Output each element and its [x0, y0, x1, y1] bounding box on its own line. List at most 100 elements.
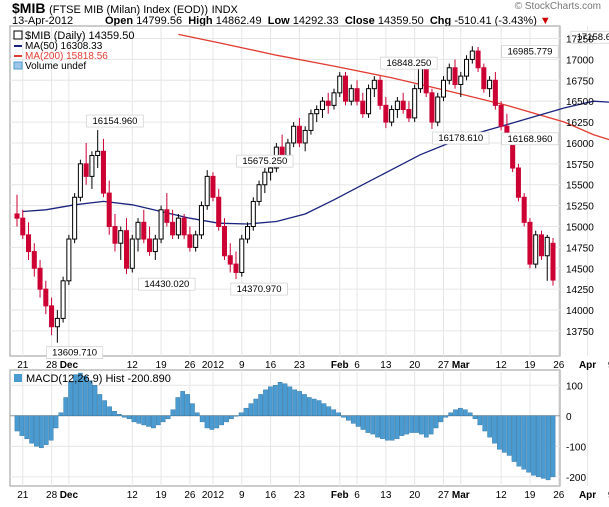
candle-down	[342, 75, 349, 102]
macd-hist-bar	[521, 415, 527, 470]
candle-up	[435, 96, 441, 123]
price-annotation: 16178.610	[438, 133, 483, 144]
candle-down	[123, 230, 130, 269]
candle-down	[492, 79, 498, 106]
candle-up	[331, 92, 337, 106]
macd-hist-bar	[78, 372, 83, 416]
annotation-box	[86, 114, 144, 128]
annotation-box	[236, 154, 294, 168]
macd-x-tick-label: 26	[553, 490, 565, 501]
candle-up	[245, 226, 251, 240]
exchange: INDX	[211, 4, 238, 16]
macd-x-tick-label: 23	[294, 490, 306, 501]
candle-up	[533, 234, 539, 265]
macd-hist-bar	[355, 415, 361, 427]
candle-up	[95, 150, 101, 156]
candle-up	[60, 280, 66, 319]
macd-hist-bar	[321, 403, 327, 416]
macd-hist-bar	[326, 406, 332, 416]
candle-down	[221, 226, 228, 257]
candle-down	[20, 217, 26, 236]
candle-up	[66, 238, 72, 282]
macd-y-tick-label: -100	[566, 442, 586, 453]
price-x-tick-label: 26	[184, 360, 196, 371]
macd-hist-bar	[116, 414, 122, 416]
price-x-tick-label: 16	[265, 360, 277, 371]
candle-up	[129, 238, 135, 269]
macd-hist-bar	[199, 415, 205, 423]
legend-swatch-volume	[13, 61, 23, 70]
macd-hist-bar	[58, 412, 64, 416]
candle-down	[498, 104, 504, 127]
macd-hist-bar	[389, 415, 395, 441]
candle-down	[400, 100, 406, 111]
candle-up	[285, 142, 291, 156]
ma50-line	[22, 100, 609, 225]
macd-x-tick-label: 28	[46, 490, 58, 501]
candle-up	[256, 184, 262, 202]
macd-hist-bar	[258, 394, 263, 416]
candle-down	[521, 196, 527, 223]
macd-hist-bar	[82, 375, 88, 416]
macd-hist-bar	[102, 400, 108, 416]
price-x-tick-label: Apr	[579, 360, 596, 371]
macd-hist-bar	[428, 415, 434, 435]
price-y-tick-label: 16250	[566, 118, 594, 129]
symbol: $MIB	[12, 0, 46, 16]
candle-up	[302, 129, 308, 144]
candle-down	[233, 263, 239, 273]
macd-hist-bar	[360, 415, 366, 430]
macd-hist-bar	[311, 398, 317, 416]
macd-x-tick-label: 19	[524, 490, 536, 501]
macd-hist-bar	[404, 415, 410, 435]
macd-hist-bar	[194, 412, 200, 416]
macd-hist-bar	[380, 415, 385, 439]
macd-hist-bar	[175, 397, 181, 416]
candle-up	[193, 234, 199, 248]
candle-down	[383, 104, 389, 123]
candle-down	[31, 251, 37, 269]
macd-hist-bar	[204, 415, 210, 429]
macd-hist-bar	[316, 400, 322, 416]
macd-hist-bar	[336, 412, 341, 416]
candle-down	[354, 88, 360, 102]
high-label: High	[188, 15, 213, 27]
legend-ma200: MA(200) 15818.56	[25, 51, 108, 62]
candle-down	[550, 242, 556, 281]
open-value: 14799.56	[136, 15, 183, 27]
price-x-tick-label: 27	[438, 360, 450, 371]
price-y-tick-label: 16500	[566, 97, 594, 108]
candle-down	[429, 92, 435, 123]
macd-hist-bar	[511, 415, 517, 462]
price-x-tick-label: Mar	[452, 360, 470, 371]
macd-hist-bar	[126, 415, 132, 420]
price-y-tick-label: 17250	[566, 35, 594, 46]
candle-up	[118, 230, 124, 244]
macd-hist-bar	[307, 397, 312, 416]
candle-down	[14, 213, 20, 219]
candle-up	[204, 175, 210, 207]
macd-hist-bar	[297, 391, 302, 416]
candle-up	[268, 167, 274, 173]
open-label: Open	[105, 15, 134, 27]
macd-x-tick-label: 9	[239, 490, 245, 501]
macd-x-tick-label: Feb	[331, 490, 349, 501]
legend-price: $MIB (Daily) 14359.50	[25, 30, 134, 42]
candle-down	[325, 100, 331, 106]
macd-hist-bar	[253, 398, 259, 416]
macd-hist-bar	[224, 415, 229, 423]
macd-hist-bar	[482, 415, 488, 432]
macd-y-tick-label: 0	[566, 412, 572, 423]
close-label: Close	[344, 15, 375, 27]
low-label: Low	[267, 15, 290, 27]
candle-down	[216, 196, 222, 228]
price-x-tick-label: 19	[156, 360, 168, 371]
macd-hist-bar	[414, 415, 419, 433]
price-annotations: 16154.960 14430.020 15675.250 14370.970 1684…	[46, 30, 609, 359]
candle-down	[296, 125, 302, 144]
candle-down	[112, 226, 118, 244]
candle-up	[319, 100, 325, 111]
candle-up	[417, 67, 423, 90]
down-arrow-icon: ▼	[539, 15, 551, 27]
